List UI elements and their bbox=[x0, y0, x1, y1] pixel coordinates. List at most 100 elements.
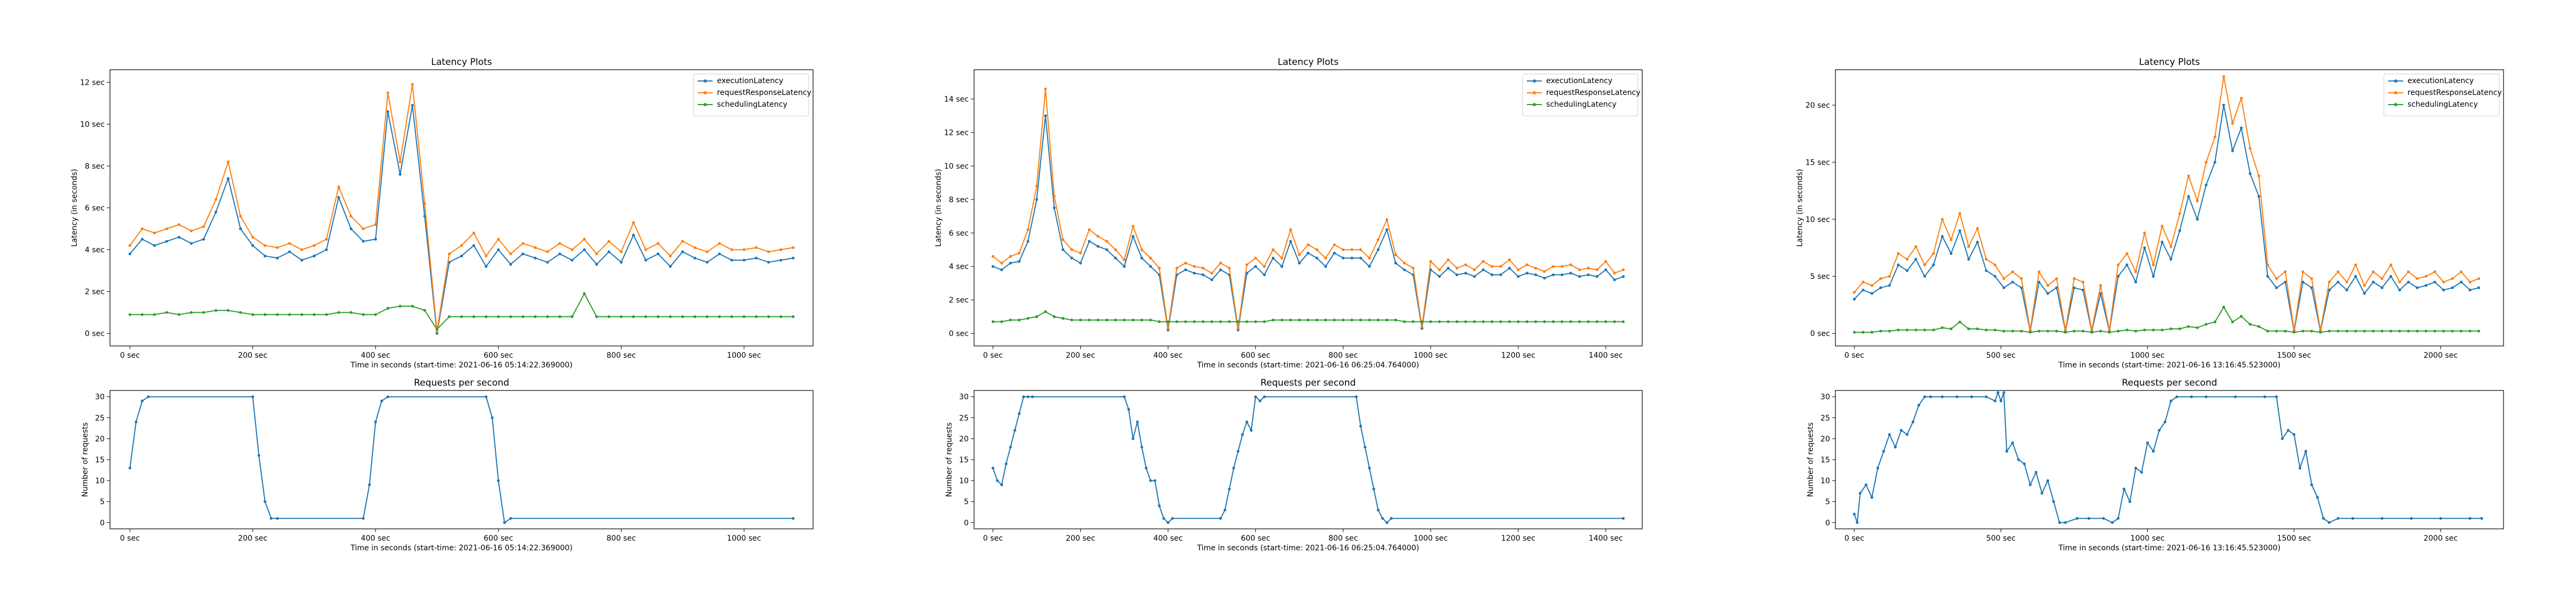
data-point bbox=[1350, 256, 1353, 260]
data-point bbox=[1271, 248, 1275, 252]
data-point bbox=[1026, 240, 1030, 243]
x-tick-label: 0 sec bbox=[983, 351, 1003, 360]
data-point bbox=[337, 196, 340, 199]
data-point bbox=[141, 313, 144, 316]
data-point bbox=[435, 330, 438, 333]
y-tick-label: 5 sec bbox=[1810, 272, 1830, 281]
data-point bbox=[1604, 320, 1607, 323]
data-point bbox=[1249, 429, 1253, 432]
data-point bbox=[2293, 330, 2296, 334]
y-tick-label: 25 bbox=[95, 414, 105, 423]
chart-panel-2: Requests per second 0 sec 200 sec 400 sec 60… bbox=[81, 378, 814, 552]
x-tick-label: 1000 sec bbox=[727, 534, 762, 543]
data-point bbox=[251, 313, 254, 316]
data-point bbox=[128, 244, 131, 247]
data-point bbox=[1166, 327, 1170, 330]
data-point bbox=[1552, 320, 1555, 323]
data-point bbox=[1941, 218, 1944, 221]
legend-box bbox=[1522, 73, 1638, 116]
data-point bbox=[1127, 408, 1130, 411]
legend-marker bbox=[2394, 91, 2397, 94]
data-point bbox=[1149, 319, 1152, 322]
legend-marker bbox=[704, 79, 707, 83]
data-point bbox=[1853, 513, 1856, 516]
data-point bbox=[1967, 245, 1970, 248]
data-point bbox=[2460, 329, 2463, 333]
data-point bbox=[2240, 126, 2243, 130]
data-point bbox=[991, 255, 994, 258]
data-point bbox=[2451, 329, 2454, 333]
data-point bbox=[1888, 284, 1891, 287]
data-point bbox=[178, 223, 181, 226]
data-point bbox=[1932, 263, 1935, 267]
data-point bbox=[251, 244, 254, 247]
data-point bbox=[411, 104, 414, 107]
data-point bbox=[1377, 319, 1380, 322]
data-point bbox=[1018, 252, 1021, 255]
data-point bbox=[1970, 395, 1973, 399]
data-point bbox=[1879, 329, 1883, 333]
data-point bbox=[533, 256, 537, 260]
series-line-requests bbox=[129, 396, 793, 524]
data-point bbox=[1996, 391, 2000, 394]
data-point bbox=[1114, 248, 1117, 252]
data-point bbox=[1888, 329, 1891, 333]
data-point bbox=[1140, 445, 1144, 449]
data-point bbox=[2090, 330, 2094, 334]
data-point bbox=[1862, 330, 1865, 334]
data-point bbox=[2002, 391, 2006, 394]
x-tick-label: 400 sec bbox=[361, 351, 390, 360]
data-point bbox=[742, 259, 745, 262]
data-point bbox=[1613, 320, 1616, 323]
data-point bbox=[1052, 206, 1056, 210]
data-point bbox=[2161, 224, 2164, 228]
data-point bbox=[1923, 395, 1926, 399]
data-point bbox=[276, 246, 279, 249]
y-tick-label: 12 sec bbox=[944, 129, 969, 137]
data-point bbox=[423, 309, 426, 312]
y-tick-label: 20 bbox=[1820, 435, 1830, 444]
data-point bbox=[681, 240, 684, 243]
data-point bbox=[178, 235, 181, 239]
data-point bbox=[1622, 320, 1625, 323]
x-tick-label: 200 sec bbox=[238, 351, 268, 360]
data-point bbox=[134, 421, 138, 424]
data-point bbox=[1622, 268, 1625, 271]
chart-title: Requests per second bbox=[2122, 378, 2218, 388]
data-point bbox=[337, 311, 340, 314]
data-point bbox=[202, 311, 205, 314]
data-point bbox=[656, 252, 660, 255]
data-point bbox=[767, 250, 770, 254]
data-point bbox=[1914, 328, 1918, 331]
data-point bbox=[2468, 289, 2472, 292]
legend-label: schedulingLatency bbox=[1546, 100, 1616, 109]
data-point bbox=[1306, 319, 1310, 322]
data-point bbox=[1482, 320, 1485, 323]
data-point bbox=[1009, 261, 1012, 265]
data-point bbox=[1342, 256, 1345, 260]
axes-frame bbox=[109, 390, 814, 529]
data-point bbox=[2123, 488, 2126, 491]
data-point bbox=[312, 254, 316, 257]
data-point bbox=[189, 242, 193, 245]
data-point bbox=[325, 313, 328, 316]
data-point bbox=[1298, 261, 1301, 265]
data-point bbox=[1324, 319, 1327, 322]
x-tick-label: 0 sec bbox=[1845, 534, 1864, 543]
data-point bbox=[1236, 449, 1240, 453]
data-point bbox=[2328, 281, 2331, 284]
data-point bbox=[1941, 326, 1944, 329]
data-point bbox=[1914, 257, 1918, 261]
data-point bbox=[2240, 97, 2243, 100]
data-point bbox=[226, 177, 230, 180]
data-point bbox=[1153, 479, 1157, 482]
data-point bbox=[1517, 320, 1520, 323]
data-point bbox=[1280, 256, 1284, 260]
series-line-requests bbox=[992, 395, 1623, 523]
data-point bbox=[2213, 320, 2216, 323]
data-point bbox=[1438, 320, 1441, 323]
data-point bbox=[546, 261, 549, 264]
data-point bbox=[2263, 395, 2266, 399]
data-point bbox=[2081, 281, 2084, 284]
data-point bbox=[1022, 395, 1025, 399]
